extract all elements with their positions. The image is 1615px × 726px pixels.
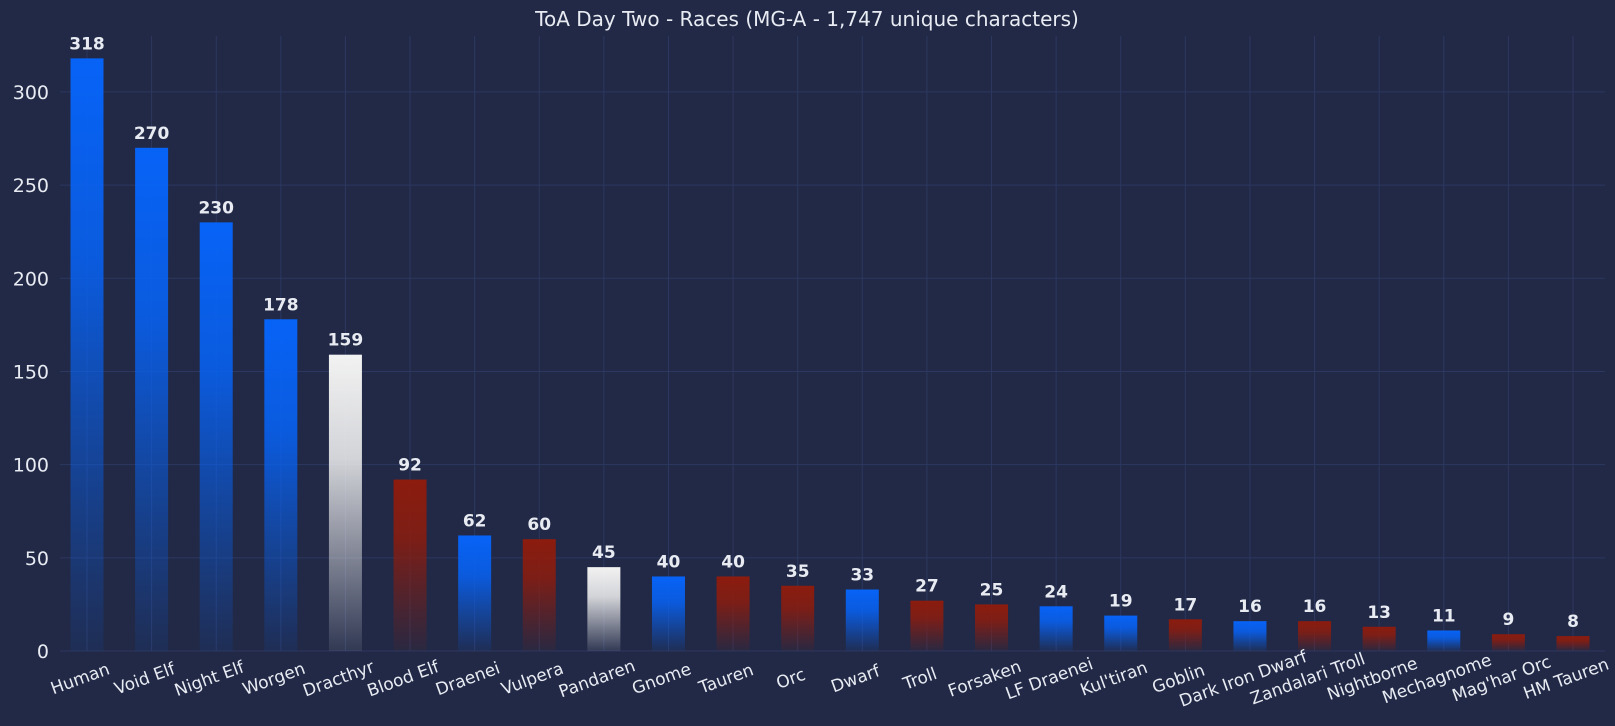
x-tick-label: Void Elf bbox=[112, 659, 179, 700]
bar-4 bbox=[328, 354, 362, 651]
data-label: 11 bbox=[1432, 607, 1456, 627]
chart-title: ToA Day Two - Races (MG-A - 1,747 unique… bbox=[534, 7, 1079, 31]
y-tick-label: 150 bbox=[13, 361, 49, 383]
bar-5 bbox=[393, 479, 427, 651]
data-label: 8 bbox=[1567, 612, 1579, 632]
bar-22 bbox=[1491, 634, 1525, 651]
data-label: 40 bbox=[721, 552, 745, 572]
y-tick-label: 200 bbox=[13, 268, 49, 290]
data-label: 62 bbox=[463, 511, 487, 531]
bar-16 bbox=[1104, 615, 1138, 651]
bar-18 bbox=[1233, 621, 1267, 651]
data-label: 230 bbox=[198, 198, 234, 218]
bar-1 bbox=[135, 147, 169, 651]
x-tick-label: Night Elf bbox=[172, 657, 248, 701]
x-tick-label: Dwarf bbox=[828, 661, 883, 697]
x-tick-label: Gnome bbox=[630, 659, 695, 699]
data-label: 92 bbox=[398, 456, 422, 476]
x-tick-label: Dracthyr bbox=[300, 657, 377, 701]
data-label: 24 bbox=[1044, 582, 1068, 602]
x-tick-label: Troll bbox=[900, 664, 940, 695]
bar-9 bbox=[651, 576, 685, 651]
x-tick-label: Human bbox=[48, 659, 112, 699]
data-label: 16 bbox=[1238, 597, 1262, 617]
bar-8 bbox=[587, 567, 621, 651]
data-label: 159 bbox=[328, 331, 364, 351]
bar-21 bbox=[1427, 630, 1461, 651]
y-tick-label: 50 bbox=[25, 548, 49, 570]
bar-3 bbox=[264, 319, 298, 651]
x-tick-label: Blood Elf bbox=[365, 657, 443, 702]
bar-10 bbox=[716, 576, 750, 651]
bar-0 bbox=[70, 58, 104, 651]
x-tick-label: Pandaren bbox=[556, 656, 638, 702]
bar-23 bbox=[1556, 636, 1590, 651]
bar-15 bbox=[1039, 606, 1073, 651]
x-tick-label: Worgen bbox=[240, 659, 308, 700]
data-label: 318 bbox=[69, 34, 105, 54]
x-tick-label: Draenei bbox=[433, 658, 503, 700]
y-tick-label: 0 bbox=[37, 641, 49, 663]
bars bbox=[70, 58, 1590, 651]
bar-14 bbox=[975, 604, 1009, 651]
bar-13 bbox=[910, 600, 944, 651]
data-label: 35 bbox=[786, 562, 810, 582]
x-tick-label: Orc bbox=[774, 665, 808, 694]
data-label: 27 bbox=[915, 577, 939, 597]
data-label: 45 bbox=[592, 543, 616, 563]
data-label: 16 bbox=[1303, 597, 1327, 617]
bar-11 bbox=[781, 585, 815, 651]
data-label: 33 bbox=[850, 566, 874, 586]
data-label: 13 bbox=[1367, 603, 1391, 623]
data-label: 17 bbox=[1174, 595, 1198, 615]
data-label: 178 bbox=[263, 295, 299, 315]
bar-7 bbox=[522, 539, 556, 651]
data-label: 40 bbox=[657, 552, 681, 572]
bar-12 bbox=[845, 589, 879, 651]
bar-17 bbox=[1168, 619, 1202, 651]
y-axis-ticks: 0 50 100 150 200 250 300 bbox=[13, 82, 49, 663]
bar-19 bbox=[1298, 621, 1332, 651]
bar-6 bbox=[458, 535, 492, 651]
data-label: 60 bbox=[527, 515, 551, 535]
y-tick-label: 300 bbox=[13, 82, 49, 104]
bar-2 bbox=[199, 222, 233, 651]
data-label: 19 bbox=[1109, 592, 1133, 612]
y-tick-label: 250 bbox=[13, 175, 49, 197]
data-label: 270 bbox=[134, 124, 170, 144]
x-tick-label: Vulpera bbox=[499, 659, 567, 700]
data-label: 9 bbox=[1502, 610, 1514, 630]
x-tick-label: Tauren bbox=[695, 660, 756, 699]
data-label: 25 bbox=[980, 580, 1004, 600]
y-tick-label: 100 bbox=[13, 455, 49, 477]
bar-20 bbox=[1362, 626, 1396, 651]
